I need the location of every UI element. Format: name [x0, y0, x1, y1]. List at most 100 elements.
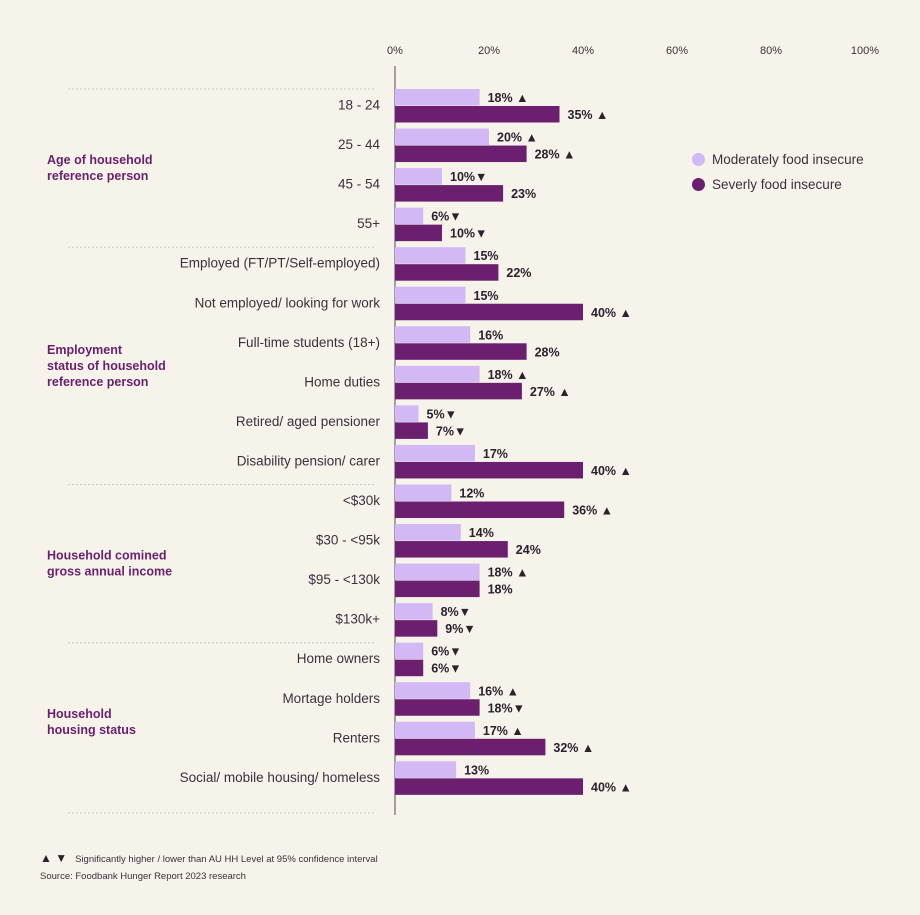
- category-label: <$30k: [343, 493, 380, 508]
- data-label: 15%: [474, 249, 499, 263]
- bar-moderate: [395, 326, 471, 343]
- legend: Moderately food insecure Severly food in…: [692, 147, 864, 197]
- bar-severe: [395, 778, 583, 795]
- significance-note: ▲ ▼ Significantly higher / lower than AU …: [40, 850, 378, 868]
- x-tick-label: 40%: [572, 45, 594, 57]
- category-label: Retired/ aged pensioner: [236, 414, 381, 429]
- source-note: Source: Foodbank Hunger Report 2023 rese…: [40, 871, 246, 882]
- significance-arrows-icon: ▲ ▼: [40, 851, 68, 865]
- category-label: Employed (FT/PT/Self-employed): [180, 256, 380, 271]
- category-label: Mortage holders: [282, 691, 380, 706]
- x-tick-label: 80%: [760, 45, 782, 57]
- data-label: 16%: [478, 328, 503, 342]
- category-label: Not employed/ looking for work: [195, 295, 381, 310]
- bar-severe: [395, 659, 424, 677]
- bar-severe: [395, 699, 480, 716]
- category-label: Social/ mobile housing/ homeless: [180, 770, 381, 785]
- category-label: $95 - <130k: [308, 572, 380, 587]
- bar-moderate: [395, 682, 471, 699]
- data-label: 27% ▲: [530, 385, 571, 399]
- bar-moderate: [395, 128, 489, 146]
- data-label: 28% ▲: [535, 148, 576, 162]
- bar-moderate: [395, 484, 452, 501]
- bar-severe: [395, 185, 504, 202]
- x-tick-label: 60%: [666, 45, 688, 57]
- data-label: 40% ▲: [591, 306, 632, 320]
- data-label: 18%▼: [488, 701, 525, 715]
- data-label: 40% ▲: [591, 780, 632, 794]
- legend-item-moderate: Moderately food insecure: [692, 147, 864, 172]
- data-label: 18% ▲: [488, 368, 529, 382]
- data-label: 17%: [483, 447, 508, 461]
- category-label: Home duties: [304, 374, 380, 389]
- bar-moderate: [395, 761, 457, 778]
- data-label: 10%▼: [450, 170, 487, 184]
- bar-moderate: [395, 247, 466, 264]
- category-label: Full-time students (18+): [238, 335, 380, 350]
- data-label: 14%: [469, 526, 494, 540]
- bar-severe: [395, 224, 442, 242]
- bar-severe: [395, 580, 480, 598]
- data-label: 6%▼: [431, 645, 461, 659]
- group-label: Household housing status: [47, 707, 136, 737]
- x-tick-label: 20%: [478, 45, 500, 57]
- data-label: 28%: [535, 345, 560, 359]
- category-label: $30 - <95k: [316, 533, 380, 548]
- category-label: Renters: [333, 730, 381, 745]
- legend-swatch-moderate: [692, 153, 705, 166]
- bar-moderate: [395, 89, 480, 106]
- category-label: Disability pension/ carer: [237, 453, 381, 468]
- data-label: 15%: [474, 289, 499, 303]
- bar-moderate: [395, 642, 424, 660]
- data-label: 35% ▲: [568, 108, 609, 122]
- category-label: 45 - 54: [338, 177, 381, 192]
- group-label: Household comined gross annual income: [47, 549, 172, 579]
- bar-moderate: [395, 365, 480, 383]
- data-label: 13%: [464, 763, 489, 777]
- legend-label-severe: Severly food insecure: [712, 177, 842, 192]
- data-label: 10%▼: [450, 227, 487, 241]
- data-label: 5%▼: [427, 407, 457, 421]
- bar-severe: [395, 422, 428, 439]
- category-label: 18 - 24: [338, 98, 381, 113]
- x-tick-label: 0%: [387, 45, 403, 57]
- bar-moderate: [395, 444, 475, 462]
- data-label: 23%: [511, 187, 536, 201]
- x-tick-label: 100%: [851, 45, 879, 57]
- data-label: 16% ▲: [478, 684, 519, 698]
- data-label: 6%▼: [431, 662, 461, 676]
- legend-item-severe: Severly food insecure: [692, 172, 864, 197]
- category-label: 55+: [357, 216, 380, 231]
- data-label: 20% ▲: [497, 131, 538, 145]
- bar-severe: [395, 382, 522, 400]
- data-label: 36% ▲: [572, 504, 613, 518]
- data-label: 18%: [488, 583, 513, 597]
- data-label: 9%▼: [445, 622, 475, 636]
- bar-severe: [395, 343, 527, 360]
- bar-severe: [395, 501, 565, 518]
- data-label: 24%: [516, 543, 541, 557]
- bar-moderate: [395, 524, 461, 541]
- data-label: 40% ▲: [591, 464, 632, 478]
- bar-chart: 0% 20% 40% 60% 80% 100% Age of household refere…: [47, 45, 879, 815]
- data-label: 18% ▲: [488, 566, 529, 580]
- legend-label-moderate: Moderately food insecure: [712, 152, 864, 167]
- group-label: Employment status of household reference p…: [47, 343, 166, 389]
- bar-severe: [395, 106, 560, 123]
- data-label: 12%: [459, 487, 484, 501]
- bar-severe: [395, 541, 508, 558]
- bar-severe: [395, 264, 499, 281]
- data-label: 18% ▲: [488, 91, 529, 105]
- data-label: 32% ▲: [553, 741, 594, 755]
- bar-severe: [395, 461, 583, 479]
- category-label: $130k+: [335, 612, 380, 627]
- bar-moderate: [395, 168, 442, 185]
- category-label: 25 - 44: [338, 137, 381, 152]
- bar-severe: [395, 620, 438, 637]
- bar-moderate: [395, 563, 480, 581]
- bar-moderate: [395, 721, 475, 739]
- bar-moderate: [395, 405, 419, 422]
- bar-moderate: [395, 603, 433, 620]
- data-label: 22%: [506, 266, 531, 280]
- significance-text: Significantly higher / lower than AU HH …: [75, 854, 378, 865]
